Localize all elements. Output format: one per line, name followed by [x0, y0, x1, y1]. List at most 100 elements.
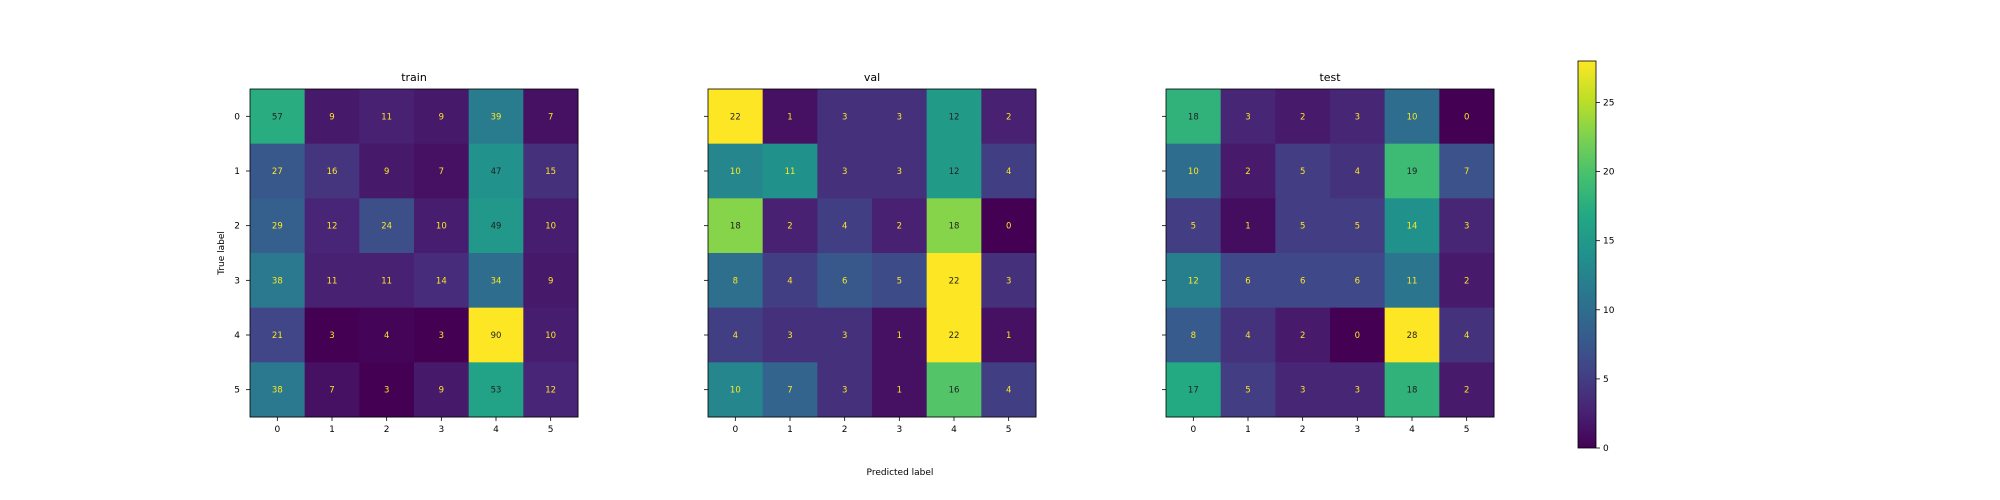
- cell-label-1-5: 15: [545, 167, 556, 177]
- cell-label-3-2: 6: [842, 276, 847, 286]
- x-tick-label: 3: [1354, 425, 1360, 435]
- x-axis-label: Predicted label: [867, 468, 934, 478]
- x-tick-label: 5: [1006, 425, 1012, 435]
- cell-3-3: [414, 253, 470, 309]
- cell-3-3: [872, 253, 928, 309]
- x-tick-label: 0: [732, 425, 738, 435]
- cell-label-2-0: 5: [1191, 222, 1196, 232]
- cell-label-3-2: 11: [381, 276, 392, 286]
- y-tick-label: 3: [234, 276, 240, 286]
- cell-2-4: [468, 198, 524, 254]
- cell-label-0-1: 9: [329, 112, 334, 122]
- cell-4-4: [1384, 307, 1440, 363]
- cell-label-5-4: 16: [949, 386, 960, 396]
- panel-frame: [707, 88, 1037, 418]
- cell-label-3-0: 8: [733, 276, 738, 286]
- cell-label-1-1: 11: [785, 167, 796, 177]
- colorbar-tick-label: 10: [1603, 306, 1615, 316]
- cell-1-3: [1330, 143, 1386, 199]
- cell-label-4-1: 3: [329, 331, 334, 341]
- cell-2-1: [1220, 198, 1276, 254]
- colorbar-tick-label: 5: [1603, 375, 1609, 385]
- cell-label-2-3: 2: [897, 222, 902, 232]
- cell-label-2-1: 1: [1245, 222, 1250, 232]
- cell-0-1: [1220, 89, 1276, 145]
- cell-label-5-4: 18: [1407, 386, 1418, 396]
- cell-5-2: [817, 362, 873, 418]
- cell-label-5-1: 7: [329, 386, 334, 396]
- x-tick-label: 4: [951, 425, 957, 435]
- cell-5-0: [250, 362, 306, 418]
- cell-3-2: [817, 253, 873, 309]
- cell-4-1: [762, 307, 818, 363]
- cell-label-3-5: 2: [1464, 276, 1469, 286]
- cell-label-0-5: 0: [1464, 112, 1469, 122]
- cell-label-0-2: 2: [1300, 112, 1305, 122]
- cell-5-3: [414, 362, 470, 418]
- cell-label-0-3: 3: [1355, 112, 1360, 122]
- y-tick-label: 4: [234, 331, 240, 341]
- cell-label-5-1: 5: [1245, 386, 1250, 396]
- cell-5-3: [872, 362, 928, 418]
- x-tick-label: 2: [1300, 425, 1306, 435]
- cell-label-1-4: 47: [491, 167, 502, 177]
- cell-label-4-4: 90: [491, 331, 502, 341]
- cell-4-0: [250, 307, 306, 363]
- cell-4-3: [872, 307, 928, 363]
- y-tick-label: 2: [234, 222, 240, 232]
- colorbar-tick-label: 15: [1603, 237, 1614, 247]
- colorbar-tick-label: 20: [1603, 168, 1615, 178]
- cell-0-5: [523, 89, 579, 145]
- cell-label-0-1: 3: [1245, 112, 1250, 122]
- cell-1-1: [762, 143, 818, 199]
- cell-label-3-2: 6: [1300, 276, 1305, 286]
- cell-label-0-1: 1: [787, 112, 792, 122]
- cell-5-5: [981, 362, 1037, 418]
- cell-1-2: [359, 143, 415, 199]
- colorbar-tick-label: 25: [1603, 98, 1614, 108]
- x-tick-label: 0: [1190, 425, 1196, 435]
- cell-label-1-0: 10: [730, 167, 741, 177]
- cell-4-1: [304, 307, 360, 363]
- cell-label-3-0: 38: [272, 276, 283, 286]
- cell-label-5-3: 9: [439, 386, 444, 396]
- cell-label-2-0: 18: [730, 222, 741, 232]
- cell-5-1: [762, 362, 818, 418]
- cell-0-5: [981, 89, 1037, 145]
- cell-4-5: [1439, 307, 1495, 363]
- cell-3-5: [523, 253, 579, 309]
- colorbar: 0 5 10 15 20 25: [1577, 60, 1615, 454]
- cell-label-3-4: 34: [491, 276, 502, 286]
- cell-0-0: [1166, 89, 1222, 145]
- cell-label-4-5: 4: [1464, 331, 1469, 341]
- cell-2-0: [708, 198, 764, 254]
- cell-4-3: [414, 307, 470, 363]
- cell-label-1-2: 3: [842, 167, 847, 177]
- cell-5-1: [1220, 362, 1276, 418]
- cell-label-1-1: 2: [1245, 167, 1250, 177]
- x-tick-label: 3: [438, 425, 444, 435]
- cell-5-2: [359, 362, 415, 418]
- cell-3-2: [1275, 253, 1331, 309]
- cell-3-0: [708, 253, 764, 309]
- cell-label-0-4: 39: [491, 112, 502, 122]
- cell-label-4-3: 0: [1355, 331, 1360, 341]
- cell-label-5-4: 53: [491, 386, 502, 396]
- cell-1-5: [523, 143, 579, 199]
- x-tick-label: 1: [1245, 425, 1251, 435]
- cell-5-4: [468, 362, 524, 418]
- cell-3-3: [1330, 253, 1386, 309]
- cell-5-5: [1439, 362, 1495, 418]
- cell-0-0: [708, 89, 764, 145]
- cell-label-3-1: 4: [787, 276, 792, 286]
- x-tick-label: 1: [787, 425, 793, 435]
- cell-label-4-5: 1: [1006, 331, 1011, 341]
- cell-label-4-2: 2: [1300, 331, 1305, 341]
- cell-label-2-1: 2: [787, 222, 792, 232]
- cell-label-1-4: 19: [1407, 167, 1418, 177]
- cell-label-4-1: 4: [1245, 331, 1250, 341]
- x-tick-label: 0: [274, 425, 280, 435]
- y-tick-label: 5: [234, 386, 240, 396]
- cell-2-3: [414, 198, 470, 254]
- cell-label-5-0: 10: [730, 386, 741, 396]
